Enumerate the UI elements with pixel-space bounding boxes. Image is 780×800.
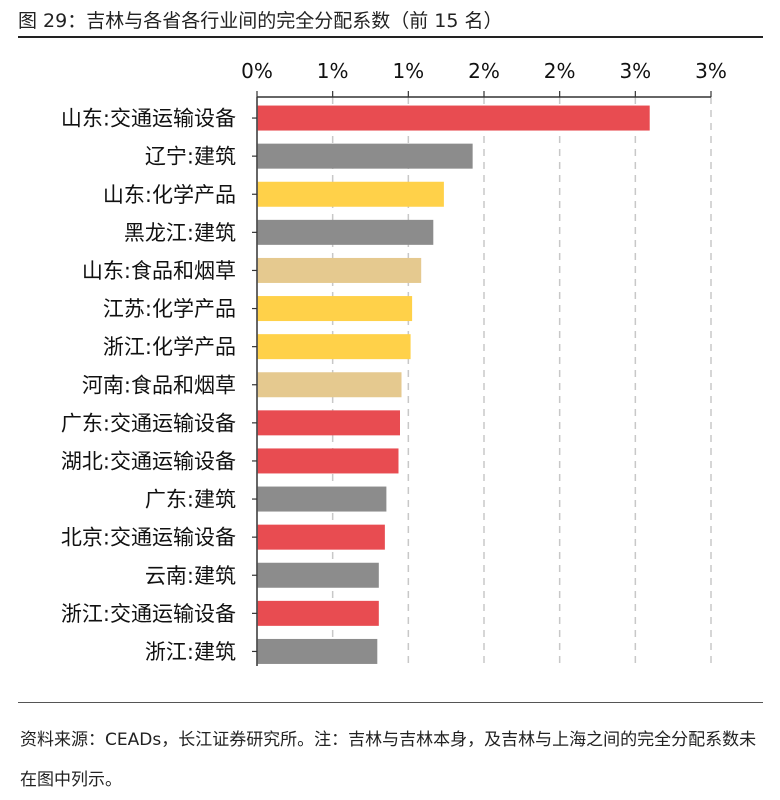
bar <box>257 562 379 588</box>
bar <box>257 296 413 322</box>
bar <box>257 334 411 360</box>
category-label: 河南:食品和烟草 <box>82 373 236 397</box>
bar <box>257 486 387 512</box>
category-label: 山东:食品和烟草 <box>82 259 236 283</box>
figure-title: 图 29：吉林与各省各行业间的完全分配系数（前 15 名） <box>18 10 503 32</box>
category-label: 浙江:建筑 <box>145 640 236 664</box>
bar <box>257 410 401 436</box>
x-tick-label: 3% <box>619 59 651 83</box>
category-label: 广东:交通运输设备 <box>61 411 236 435</box>
x-tick-label: 2% <box>544 59 576 83</box>
x-tick-label: 3% <box>695 59 727 83</box>
category-label: 浙江:交通运输设备 <box>61 602 236 626</box>
bar <box>257 372 402 398</box>
category-label: 浙江:化学产品 <box>103 335 236 359</box>
category-label: 北京:交通运输设备 <box>61 526 236 550</box>
bar <box>257 219 434 245</box>
bar <box>257 105 650 131</box>
bar-chart: 0% 1% 1% 2% 2% 3% 3% 山东:交通运输设备辽宁:建筑山东:化学产品黑龙江:建… <box>61 59 727 666</box>
category-label: 江苏:化学产品 <box>103 297 236 321</box>
bar <box>257 638 378 664</box>
axes <box>252 91 712 666</box>
x-tick-label: 2% <box>468 59 500 83</box>
category-label: 辽宁:建筑 <box>145 145 236 169</box>
bar <box>257 181 444 207</box>
bar <box>257 448 399 474</box>
bar <box>257 257 422 283</box>
source-rule <box>18 702 763 703</box>
bar <box>257 143 473 169</box>
category-label: 山东:交通运输设备 <box>61 107 236 131</box>
bar <box>257 600 379 626</box>
x-tick-label: 1% <box>317 59 349 83</box>
category-label: 山东:化学产品 <box>103 183 236 207</box>
labels: 0% 1% 1% 2% 2% 3% 3% 山东:交通运输设备辽宁:建筑山东:化学产品黑龙江:建… <box>61 59 727 664</box>
x-tick-label: 0% <box>241 59 273 83</box>
bar <box>257 524 385 550</box>
category-label: 湖北:交通运输设备 <box>61 449 236 473</box>
category-label: 黑龙江:建筑 <box>124 221 236 245</box>
category-label: 广东:建筑 <box>145 488 236 512</box>
bars <box>257 105 650 664</box>
title-rule <box>18 36 763 38</box>
category-label: 云南:建筑 <box>145 564 236 588</box>
x-tick-label: 1% <box>392 59 424 83</box>
source-note: 资料来源：CEADs，长江证券研究所。注：吉林与吉林本身，及吉林与上海之间的完全… <box>20 730 757 790</box>
